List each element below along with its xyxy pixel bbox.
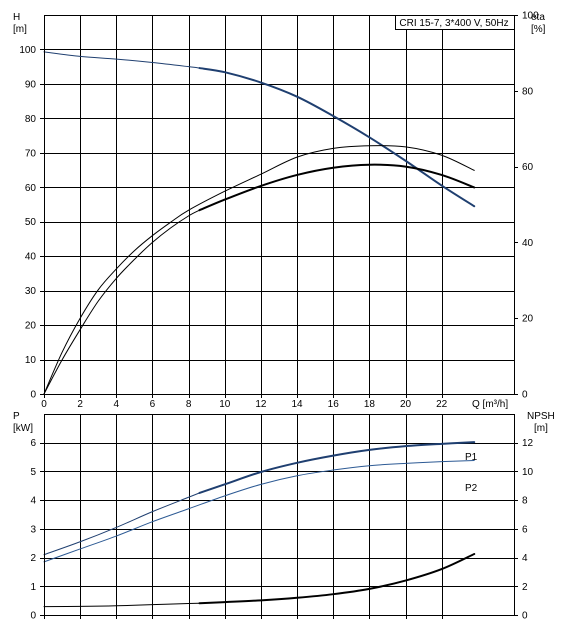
- bottom-left-y-tick-label: 2: [30, 553, 36, 564]
- top-left-y-tick-label: 0: [30, 390, 36, 401]
- top-right-y-tick-label: 100: [522, 11, 539, 22]
- top-left-y-tick-label: 40: [25, 252, 37, 263]
- bottom-curve-p1-thin-segment: [43, 492, 200, 556]
- bottom-curve-npsh-bold-segment: [198, 552, 476, 605]
- top-left-y-tick-label: 90: [25, 79, 37, 90]
- x-tick-label: 6: [150, 399, 156, 410]
- x-tick-label: 18: [364, 399, 376, 410]
- x-tick-label: 8: [186, 399, 192, 410]
- bottom-right-y-tick-label: 0: [522, 611, 528, 622]
- bottom-right-y-tick-label: 12: [522, 438, 534, 449]
- bottom-curve-p2: [43, 460, 475, 563]
- top-left-y-tick-label: 10: [25, 355, 37, 366]
- x-tick-label: 22: [436, 399, 448, 410]
- chart-title: CRI 15-7, 3*400 V, 50Hz: [399, 18, 508, 29]
- bottom-left-y-tick-label: 3: [30, 524, 36, 535]
- top-curve-h-bold-segment: [198, 67, 476, 208]
- bottom-right-y-tick-label: 6: [522, 524, 528, 535]
- chart-title-box: [395, 15, 515, 30]
- top-left-axis-title-line1: H: [13, 12, 20, 23]
- bottom-left-y-tick-label: 5: [30, 467, 36, 478]
- x-tick-label: 20: [400, 399, 412, 410]
- bottom-panel-frame: [44, 414, 515, 616]
- top-right-axis-title-line2: [%]: [531, 24, 546, 35]
- bottom-left-y-tick-label: 4: [30, 496, 36, 507]
- top-panel-frame: [44, 15, 515, 395]
- bottom-right-y-tick-label: 10: [522, 467, 534, 478]
- x-tick-label: 14: [292, 399, 304, 410]
- top-curve-eta-bold-segment: [198, 163, 476, 212]
- top-right-y-tick-label: 0: [522, 390, 528, 401]
- top-left-y-tick-label: 30: [25, 286, 37, 297]
- x-axis-title: Q [m³/h]: [472, 399, 508, 410]
- series-label-p2: P2: [465, 483, 478, 494]
- bottom-left-axis-title-line2: [kW]: [13, 423, 33, 434]
- bottom-left-y-tick-label: 6: [30, 438, 36, 449]
- bottom-left-y-tick-label: 0: [30, 611, 36, 622]
- bottom-curve-npsh-thin-segment: [43, 602, 200, 608]
- bottom-right-axis-title-line2: [m]: [534, 423, 548, 434]
- top-right-axis-title-line1: eta: [531, 12, 545, 23]
- top-left-y-tick-label: 80: [25, 114, 37, 125]
- bottom-left-axis-title-line1: P: [13, 411, 20, 422]
- top-right-y-tick-label: 20: [522, 314, 534, 325]
- top-left-y-tick-label: 60: [25, 183, 37, 194]
- x-tick-label: 12: [255, 399, 267, 410]
- x-tick-label: 0: [41, 399, 47, 410]
- top-left-y-tick-label: 50: [25, 217, 37, 228]
- top-panel-grid: [44, 15, 514, 394]
- top-left-y-tick-label: 20: [25, 321, 37, 332]
- top-panel-curves: [43, 51, 476, 395]
- x-tick-label: 4: [114, 399, 120, 410]
- top-curve-h-thin-segment: [43, 51, 200, 69]
- top-left-y-tick-label: 100: [19, 45, 36, 56]
- top-curve-eta-thin-segment: [43, 209, 200, 395]
- x-tick-label: 2: [77, 399, 83, 410]
- bottom-right-y-tick-label: 8: [522, 496, 528, 507]
- bottom-curve-p1-bold-segment: [198, 441, 476, 494]
- top-right-y-tick-label: 40: [522, 238, 534, 249]
- top-curve-eta-thin: [43, 145, 475, 395]
- top-panel-tick-labels: 0 2 4 6 8 10 12 14 16 18 20 22 0 10 20 30 40 50 60 70 80 90 10…: [19, 11, 539, 411]
- x-tick-label: 10: [219, 399, 231, 410]
- bottom-right-y-tick-label: 4: [522, 553, 528, 564]
- bottom-left-y-tick-label: 1: [30, 582, 36, 593]
- top-left-axis-title-line2: [m]: [13, 24, 27, 35]
- top-right-y-tick-label: 80: [522, 86, 534, 97]
- bottom-right-axis-title-line1: NPSH: [527, 411, 555, 422]
- x-tick-label: 16: [328, 399, 340, 410]
- top-right-y-tick-label: 60: [522, 162, 534, 173]
- series-label-p1: P1: [465, 452, 478, 463]
- bottom-right-y-tick-label: 2: [522, 582, 528, 593]
- bottom-panel-curves: [43, 441, 476, 608]
- top-left-y-tick-label: 70: [25, 148, 37, 159]
